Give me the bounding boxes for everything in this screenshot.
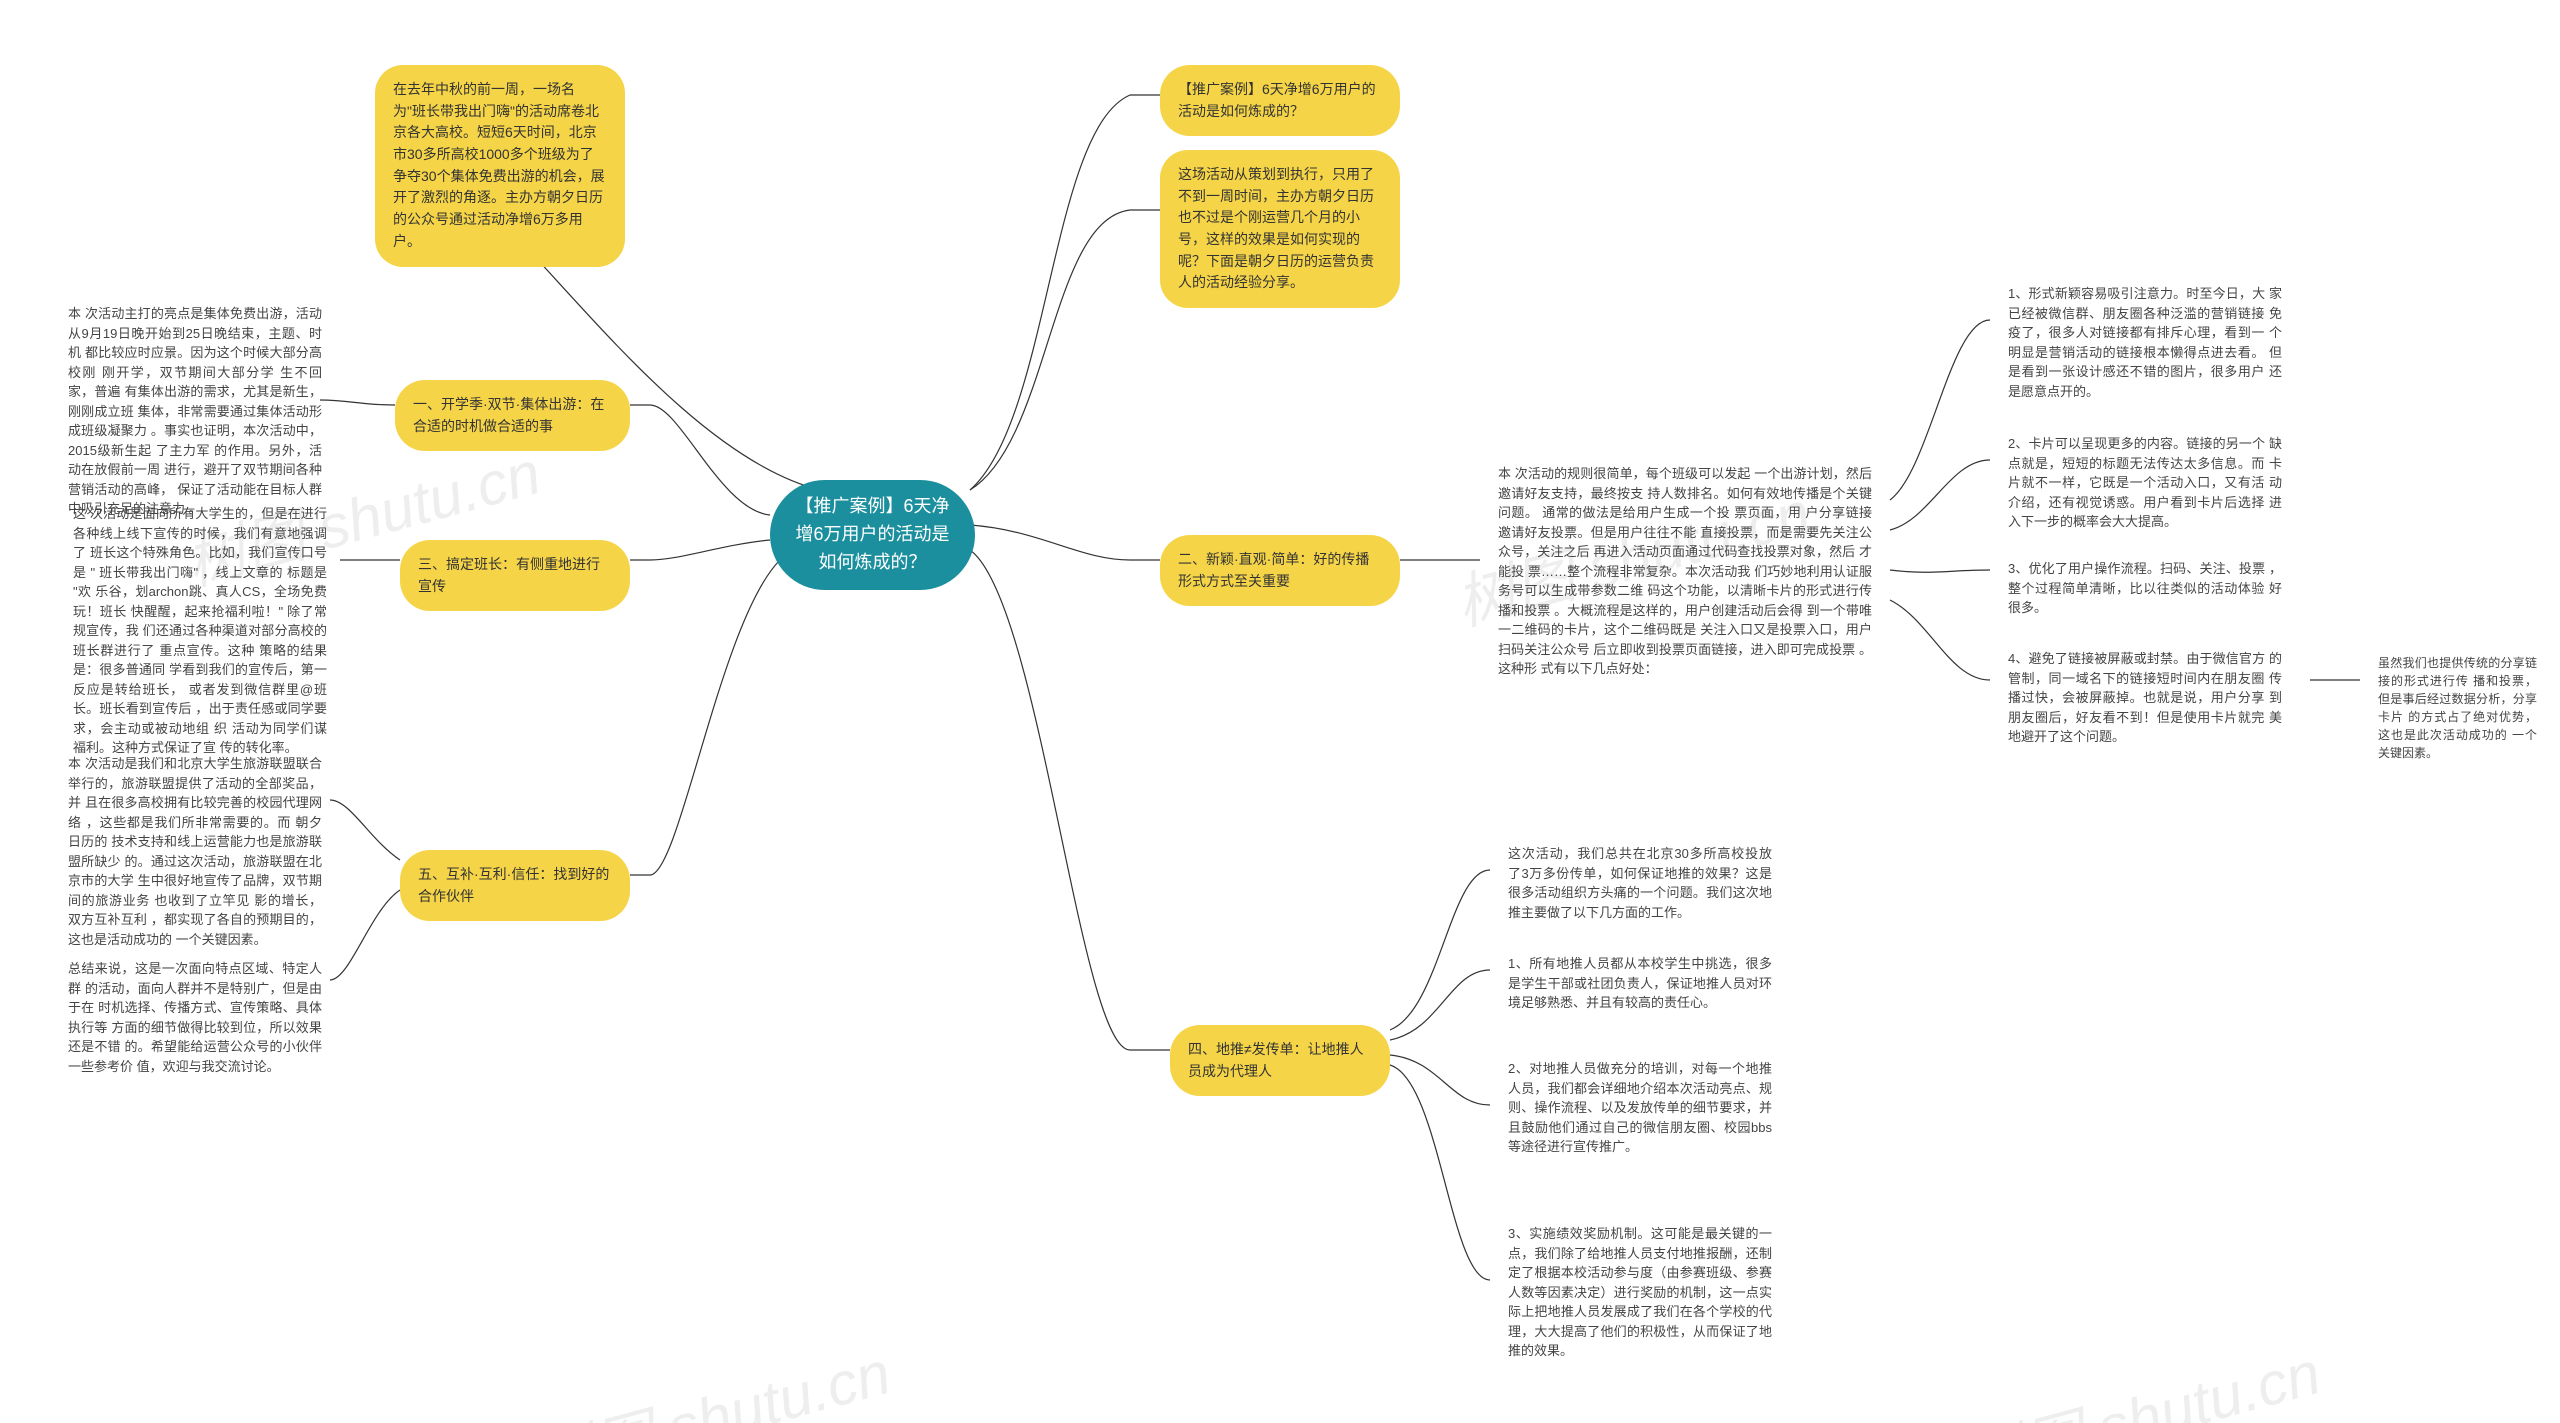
branch-5-detail: 本 次活动是我们和北京大学生旅游联盟联合 举行的，旅游联盟提供了活动的全部奖品，… [50,740,340,963]
branch-4-intro: 这次活动，我们总共在北京30多所高校投放 了3万多份传单，如何保证地推的效果？这… [1490,830,1790,936]
branch-2-p4: 4、避免了链接被屏蔽或封禁。由于微信官方 的管制，同一域名下的链接短时间内在朋友… [1990,635,2300,761]
branch-2-p2: 2、卡片可以呈现更多的内容。链接的另一个 缺点就是，短短的标题无法传达太多信息。… [1990,420,2300,546]
branch-1-title: 一、开学季·双节·集体出游：在合适的时机做合适的事 [395,380,630,451]
branch-2-title: 二、新颖·直观·简单：好的传播形式方式至关重要 [1160,535,1400,606]
watermark: 树图 shutu.cn [525,1324,899,1423]
branch-4-p2: 2、对地推人员做充分的培训，对每一个地推 人员，我们都会详细地介绍本次活动亮点、… [1490,1045,1790,1171]
branch-2-detail: 本 次活动的规则很简单，每个班级可以发起 一个出游计划，然后邀请好友支持，最终按… [1480,450,1890,693]
intro-yellow-2: 【推广案例】6天净增6万用户的活动是如何炼成的？ [1160,65,1400,136]
branch-2-p4-extra: 虽然我们也提供传统的分享链接的形式进行传 播和投票，但是事后经过数据分析，分享卡… [2360,640,2555,776]
branch-5-title: 五、互补·互利·信任：找到好的合作伙伴 [400,850,630,921]
root-node: 【推广案例】6天净增6万用户的活动是如何炼成的？ [770,480,975,590]
intro-yellow-1: 在去年中秋的前一周，一场名为"班长带我出门嗨"的活动席卷北京各大高校。短短6天时… [375,65,625,267]
branch-4-p3: 3、实施绩效奖励机制。这可能是最关键的一 点，我们除了给地推人员支付地推报酬，还… [1490,1210,1790,1375]
watermark: 树图 shutu.cn [1955,1324,2329,1423]
intro-yellow-3: 这场活动从策划到执行，只用了不到一周时间，主办方朝夕日历也不过是个刚运营几个月的… [1160,150,1400,308]
branch-5-conclusion: 总结来说，这是一次面向特点区域、特定人群 的活动，面向人群并不是特别广，但是由于… [50,945,340,1090]
branch-4-title: 四、地推≠发传单：让地推人员成为代理人 [1170,1025,1390,1096]
branch-2-p1: 1、形式新颖容易吸引注意力。时至今日，大 家已经被微信群、朋友圈各种泛滥的营销链… [1990,270,2300,415]
branch-2-p3: 3、优化了用户操作流程。扫码、关注、投票 ，整个过程简单清晰，比以往类似的活动体… [1990,545,2300,632]
branch-3-title: 三、搞定班长：有侧重地进行宣传 [400,540,630,611]
branch-3-detail: 这 次活动是面向所有大学生的，但是在进行 各种线上线下宣传的时候，我们有意地强调… [55,490,345,772]
branch-4-p1: 1、所有地推人员都从本校学生中挑选，很多 是学生干部或社团负责人，保证地推人员对… [1490,940,1790,1027]
